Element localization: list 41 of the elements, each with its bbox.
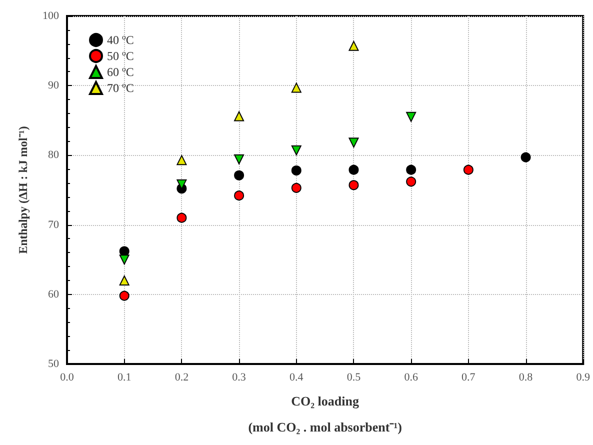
x-tick-label: 0.6 bbox=[404, 372, 418, 384]
point bbox=[291, 82, 302, 93]
point bbox=[176, 212, 187, 223]
point bbox=[520, 152, 531, 162]
point bbox=[234, 111, 244, 122]
point bbox=[234, 190, 244, 201]
point bbox=[348, 180, 359, 190]
x-tick-label: 0.9 bbox=[576, 372, 590, 384]
point bbox=[291, 182, 302, 193]
x-tick-label: 0.5 bbox=[346, 372, 362, 384]
x-tick-label: 0.7 bbox=[462, 372, 476, 384]
x-tick-label: 0.3 bbox=[232, 372, 246, 384]
x-axis-title: CO₂ loading (mol CO₂ . mol absorbent⁻¹) bbox=[248, 394, 402, 434]
y-tick-label: 70 bbox=[48, 218, 60, 231]
x-tick-label: 0.2 bbox=[174, 372, 189, 384]
y-tick-label: 50 bbox=[48, 358, 60, 370]
point bbox=[176, 179, 187, 190]
y-tick-label: 90 bbox=[48, 80, 60, 92]
point bbox=[406, 112, 416, 122]
point bbox=[348, 138, 359, 148]
y-tick-label: 60 bbox=[48, 288, 60, 300]
point bbox=[463, 164, 474, 175]
point bbox=[291, 166, 302, 176]
y-tick-label: 80 bbox=[48, 149, 60, 162]
x-tick-label: 0.8 bbox=[518, 372, 534, 384]
point bbox=[176, 155, 187, 166]
y-tick-label: 100 bbox=[42, 10, 60, 22]
point bbox=[406, 164, 416, 175]
point bbox=[291, 145, 302, 156]
point bbox=[406, 176, 416, 187]
x-tick-label: 0.1 bbox=[117, 372, 132, 384]
point bbox=[348, 164, 359, 175]
x-tick-label: 0.4 bbox=[290, 372, 304, 384]
point bbox=[119, 275, 130, 286]
x-tick-label: 0.0 bbox=[60, 372, 74, 384]
point bbox=[234, 154, 244, 164]
y-axis-title: Enthalpy (ΔH : kJ mol⁻¹) bbox=[16, 126, 30, 254]
point bbox=[119, 290, 130, 301]
point bbox=[119, 254, 130, 265]
point bbox=[234, 170, 244, 180]
point bbox=[348, 40, 359, 51]
